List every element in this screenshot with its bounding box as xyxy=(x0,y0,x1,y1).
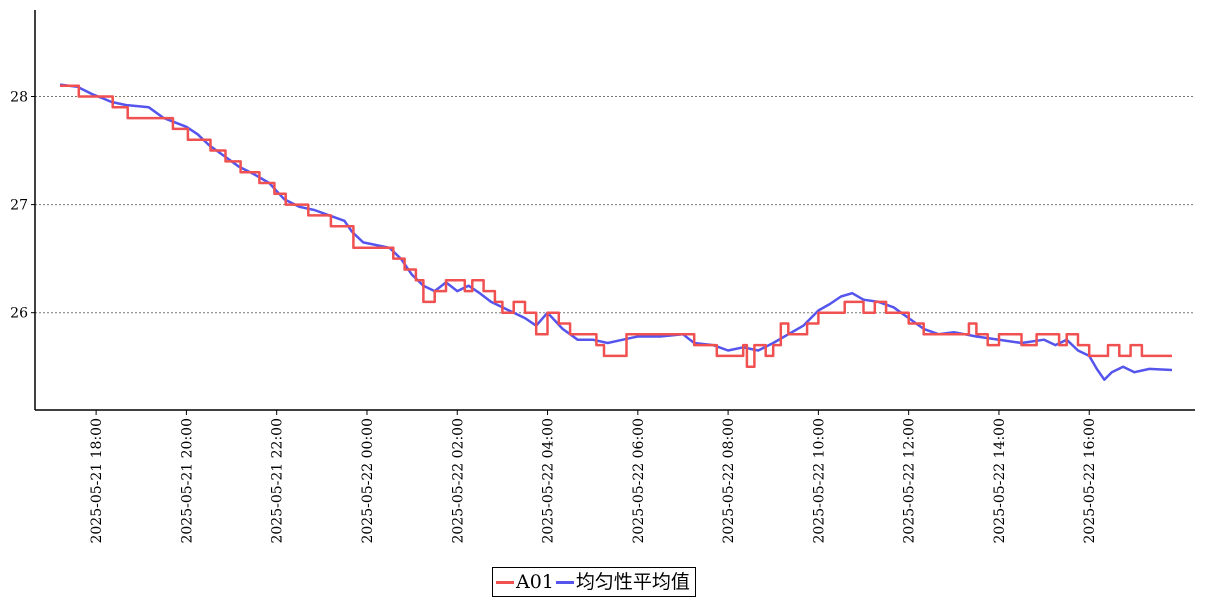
x-tick-label: 2025-05-22 10:00 xyxy=(811,418,827,544)
x-tick-label: 2025-05-22 08:00 xyxy=(721,418,737,544)
x-tick-label: 2025-05-22 04:00 xyxy=(541,418,557,544)
legend-label-average: 均匀性平均值 xyxy=(575,571,690,593)
x-tick-label: 2025-05-21 20:00 xyxy=(179,418,195,544)
legend: A01 均匀性平均值 xyxy=(492,567,696,597)
y-tick-label-28: 28 xyxy=(10,89,28,105)
x-tick-label: 2025-05-22 12:00 xyxy=(902,418,918,544)
x-tick-label: 2025-05-22 02:00 xyxy=(450,418,466,544)
x-tick-label: 2025-05-21 22:00 xyxy=(270,418,286,544)
series-line-a01 xyxy=(60,84,1172,369)
y-tick-label-27: 27 xyxy=(10,198,28,214)
legend-swatch-a01 xyxy=(496,580,514,584)
y-ticks: 26 27 28 xyxy=(10,89,35,322)
x-tick-label: 2025-05-22 06:00 xyxy=(631,418,647,544)
axes xyxy=(34,10,1195,411)
legend-item-a01: A01 xyxy=(496,568,554,596)
legend-label-a01: A01 xyxy=(516,571,554,593)
grid-lines xyxy=(35,95,1195,314)
legend-swatch-average xyxy=(555,580,574,584)
x-tick-label: 2025-05-22 14:00 xyxy=(992,418,1008,544)
legend-item-average: 均匀性平均值 xyxy=(555,568,690,596)
x-tick-label: 2025-05-21 18:00 xyxy=(89,418,105,544)
y-tick-label-26: 26 xyxy=(10,306,28,322)
x-tick-label: 2025-05-22 00:00 xyxy=(360,418,376,544)
series-lines xyxy=(59,83,1173,381)
x-tick-label: 2025-05-22 16:00 xyxy=(1082,418,1098,544)
x-ticks: 2025-05-21 18:00 2025-05-21 20:00 2025-05-… xyxy=(89,410,1098,544)
